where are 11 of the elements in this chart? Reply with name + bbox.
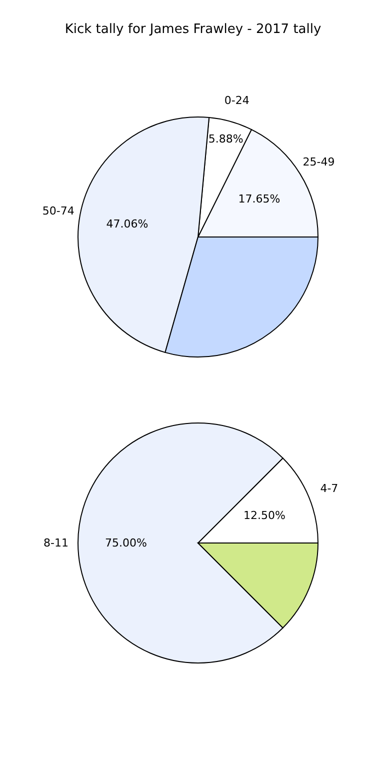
slice-label: 25-49 xyxy=(302,156,335,169)
data-label: 5.88% xyxy=(208,132,244,146)
data-label: 12.50% xyxy=(244,508,286,522)
slice-label: 8-11 xyxy=(44,536,68,550)
slice-label: 4-7 xyxy=(320,482,338,496)
chart-title: Kick tally for James Frawley - 2017 tally xyxy=(64,21,322,39)
slice-label: 50-74 xyxy=(42,204,74,218)
data-label: 75.00% xyxy=(105,536,147,550)
data-label: 17.65% xyxy=(238,192,280,206)
data-label: 47.06% xyxy=(106,217,148,230)
slice-label: 0-24 xyxy=(224,94,250,107)
